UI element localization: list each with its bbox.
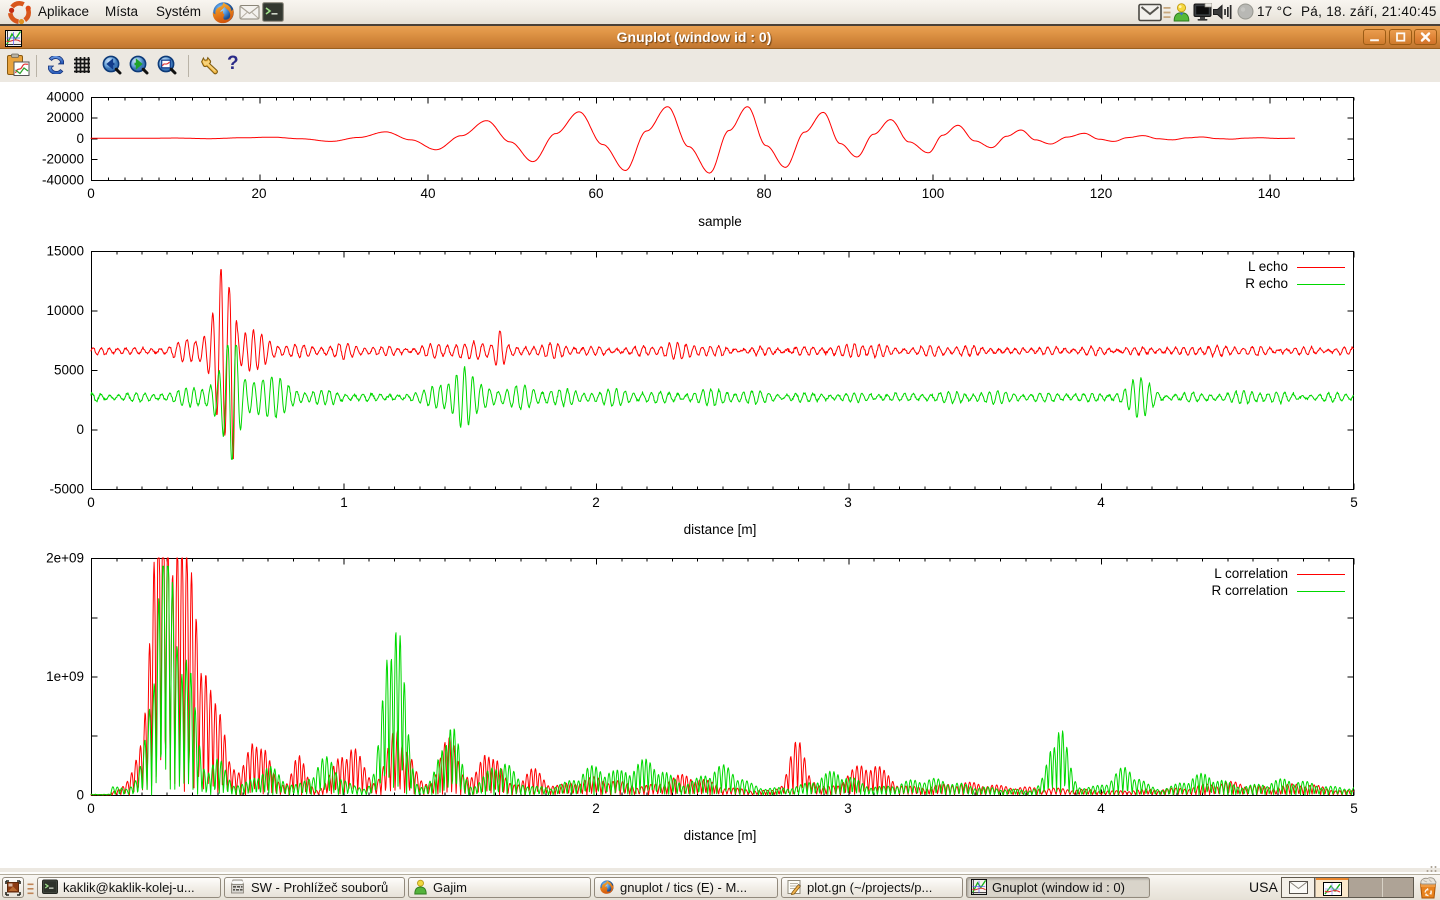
svg-text:0: 0 bbox=[87, 801, 95, 816]
svg-text:R correlation: R correlation bbox=[1211, 583, 1288, 598]
svg-text:-40000: -40000 bbox=[42, 172, 84, 187]
svg-text:40: 40 bbox=[420, 186, 435, 201]
svg-text:-20000: -20000 bbox=[42, 152, 84, 167]
svg-text:2: 2 bbox=[592, 495, 600, 510]
svg-text:80: 80 bbox=[756, 186, 771, 201]
svg-text:40000: 40000 bbox=[46, 89, 84, 104]
svg-text:3: 3 bbox=[844, 495, 852, 510]
svg-text:L correlation: L correlation bbox=[1214, 566, 1288, 581]
svg-text:100: 100 bbox=[922, 186, 945, 201]
svg-text:distance [m]: distance [m] bbox=[684, 522, 757, 537]
svg-text:1: 1 bbox=[340, 801, 348, 816]
svg-text:4: 4 bbox=[1097, 801, 1105, 816]
svg-text:20000: 20000 bbox=[46, 110, 84, 125]
svg-text:2e+09: 2e+09 bbox=[46, 551, 84, 566]
svg-text:15000: 15000 bbox=[46, 243, 84, 258]
svg-text:3: 3 bbox=[844, 801, 852, 816]
svg-text:0: 0 bbox=[76, 788, 84, 803]
svg-text:20: 20 bbox=[251, 186, 266, 201]
svg-text:0: 0 bbox=[76, 131, 84, 146]
svg-text:10000: 10000 bbox=[46, 303, 84, 318]
svg-text:5000: 5000 bbox=[54, 362, 84, 377]
svg-text:2: 2 bbox=[592, 801, 600, 816]
svg-text:60: 60 bbox=[588, 186, 603, 201]
svg-text:0: 0 bbox=[87, 495, 95, 510]
svg-text:1e+09: 1e+09 bbox=[46, 669, 84, 684]
svg-text:0: 0 bbox=[76, 422, 84, 437]
svg-text:-5000: -5000 bbox=[49, 482, 84, 497]
svg-text:5: 5 bbox=[1350, 801, 1358, 816]
svg-text:120: 120 bbox=[1090, 186, 1113, 201]
svg-text:1: 1 bbox=[340, 495, 348, 510]
svg-text:140: 140 bbox=[1258, 186, 1281, 201]
svg-text:distance [m]: distance [m] bbox=[684, 828, 757, 843]
svg-text:sample: sample bbox=[698, 214, 742, 229]
svg-text:R echo: R echo bbox=[1245, 276, 1288, 291]
svg-text:5: 5 bbox=[1350, 495, 1358, 510]
svg-text:0: 0 bbox=[87, 186, 95, 201]
svg-text:4: 4 bbox=[1097, 495, 1105, 510]
svg-text:L echo: L echo bbox=[1248, 259, 1288, 274]
